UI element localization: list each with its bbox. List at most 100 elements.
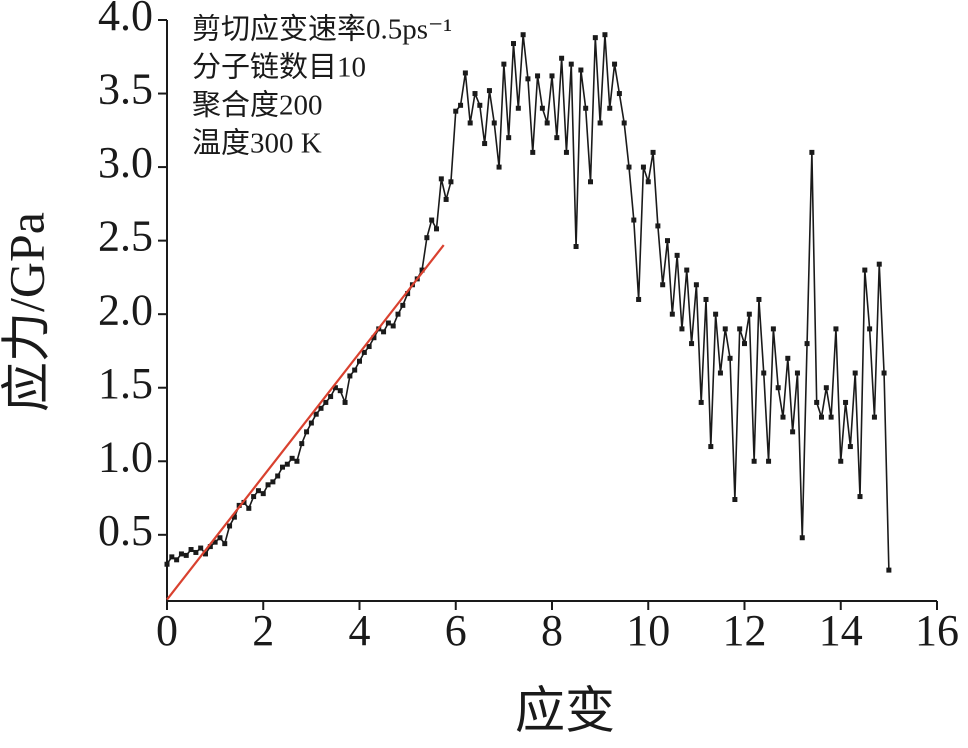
y-tick-label: 1.0	[98, 432, 153, 481]
data-point	[799, 535, 805, 541]
data-point	[294, 458, 300, 464]
data-point	[621, 120, 627, 126]
data-point	[270, 479, 276, 485]
data-point	[385, 320, 391, 326]
data-point	[766, 458, 772, 464]
data-point	[361, 349, 367, 355]
data-point	[790, 429, 796, 435]
data-point	[251, 494, 257, 500]
data-point	[429, 217, 435, 223]
data-point	[727, 355, 733, 361]
data-point	[289, 455, 295, 461]
data-point	[347, 373, 353, 379]
annotation: 剪切应变速率0.5ps⁻¹	[192, 13, 452, 46]
data-point	[467, 120, 473, 126]
data-point	[212, 539, 218, 545]
data-point	[246, 505, 252, 511]
data-point	[395, 311, 401, 317]
y-tick-label: 3.5	[98, 65, 153, 114]
x-tick-label: 2	[252, 606, 274, 655]
data-point	[761, 370, 767, 376]
data-point	[227, 523, 233, 529]
data-point	[352, 367, 358, 373]
x-tick-label: 8	[541, 606, 563, 655]
data-point	[458, 102, 464, 108]
data-point	[751, 458, 757, 464]
data-point	[857, 494, 863, 500]
data-point	[265, 482, 271, 488]
data-point	[275, 473, 281, 479]
data-point	[511, 41, 516, 47]
data-point	[366, 344, 372, 350]
data-point	[280, 464, 285, 470]
data-point	[607, 105, 613, 111]
data-point	[530, 149, 536, 155]
data-point	[660, 282, 666, 288]
data-point	[645, 179, 651, 185]
data-point	[477, 102, 483, 108]
data-point	[640, 164, 646, 170]
data-point	[616, 91, 622, 97]
data-point	[448, 179, 454, 185]
data-point	[886, 567, 892, 573]
data-point	[847, 444, 853, 450]
data-point	[188, 547, 194, 553]
data-point	[472, 91, 478, 97]
data-point	[583, 105, 589, 111]
data-point	[217, 535, 223, 541]
data-point	[193, 549, 199, 555]
x-tick-label: 0	[156, 606, 178, 655]
data-point	[496, 164, 502, 170]
data-point	[207, 544, 213, 550]
annotation: 聚合度200	[192, 89, 323, 122]
data-point	[549, 73, 555, 79]
data-point	[814, 399, 820, 405]
data-line	[166, 244, 445, 601]
y-tick-label: 4.0	[98, 0, 153, 40]
y-tick-label: 2.5	[98, 212, 153, 261]
data-point	[203, 551, 208, 557]
data-point	[318, 405, 324, 411]
data-point	[626, 164, 632, 170]
data-point	[164, 561, 170, 567]
data-point	[462, 70, 468, 76]
data-point	[665, 238, 670, 244]
x-axis-label: 应变	[515, 682, 615, 738]
data-point	[371, 335, 377, 341]
data-point	[674, 252, 680, 258]
data-point	[689, 341, 695, 347]
data-point	[568, 61, 574, 67]
data-point	[419, 267, 425, 273]
data-point	[231, 514, 237, 520]
data-point	[703, 296, 709, 302]
data-point	[794, 370, 800, 376]
data-point	[732, 497, 738, 503]
data-point	[434, 226, 439, 232]
data-point	[169, 554, 175, 560]
y-tick-label: 2.0	[98, 285, 153, 334]
data-point	[737, 326, 743, 332]
data-point	[525, 76, 531, 82]
data-point	[554, 135, 560, 141]
data-point	[178, 551, 184, 557]
data-point	[746, 311, 752, 317]
y-tick-label: 3.0	[98, 138, 153, 187]
data-point	[636, 296, 642, 302]
data-point	[424, 235, 430, 241]
data-point	[308, 420, 314, 426]
data-point	[871, 414, 877, 420]
data-point	[535, 73, 541, 79]
y-tick-label: 1.5	[98, 359, 153, 408]
data-point	[592, 35, 598, 41]
x-tick-label: 6	[445, 606, 467, 655]
data-point	[780, 414, 786, 420]
data-point	[260, 491, 266, 497]
data-point	[867, 326, 873, 332]
x-tick-label: 16	[915, 606, 959, 655]
data-point	[679, 326, 685, 332]
data-point	[631, 217, 637, 223]
data-point	[313, 411, 319, 417]
data-point	[400, 302, 406, 308]
data-point	[438, 176, 444, 182]
data-point	[708, 444, 714, 450]
